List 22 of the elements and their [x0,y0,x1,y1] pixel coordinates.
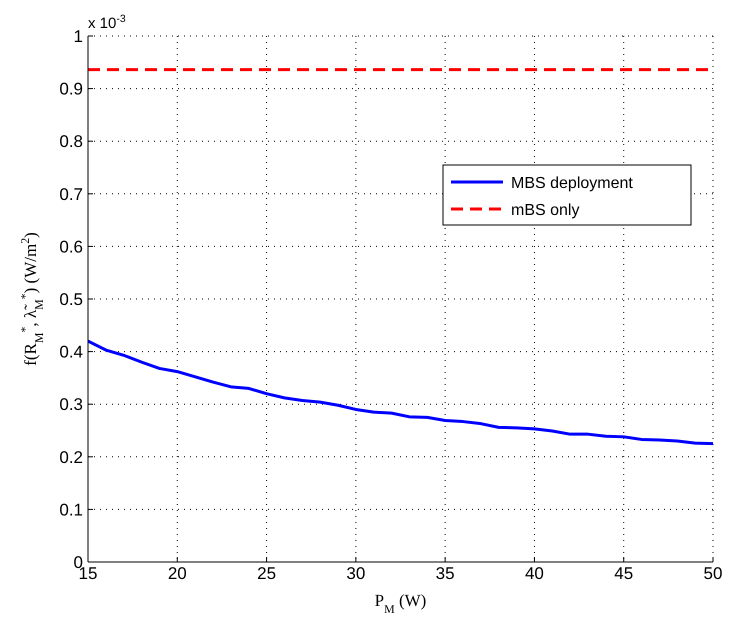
x-tick-label: 40 [524,564,544,584]
legend-label: MBS deployment [511,175,634,192]
x-tick-label: 35 [436,564,455,584]
x-tick-label: 30 [346,564,366,584]
line-series [88,340,713,446]
x-tick-label: 45 [614,564,634,584]
x-tick-label: 25 [257,564,276,584]
x-tick-label: 50 [704,564,722,584]
y-tick-label: 0.5 [59,290,83,310]
x-axis-title: P$_{M}$ (W) [374,591,426,616]
y-tick-label: 0.2 [59,448,83,467]
y-tick-label: 0.6 [59,237,83,256]
text: x 10$^{-3}$ [88,13,126,32]
y-tick-label: 0.3 [59,395,83,414]
y-tick-label: 0.9 [59,80,83,99]
y-tick-label: 0.8 [59,132,83,152]
y-tick-label: 0.7 [59,184,83,204]
legend-label: mBS only [511,202,580,219]
y-tick-label: 0.4 [59,342,83,362]
y-tick-label: 0.1 [59,500,83,520]
y-tick-label: 1 [74,27,83,46]
x-tick-label: 20 [168,564,187,584]
